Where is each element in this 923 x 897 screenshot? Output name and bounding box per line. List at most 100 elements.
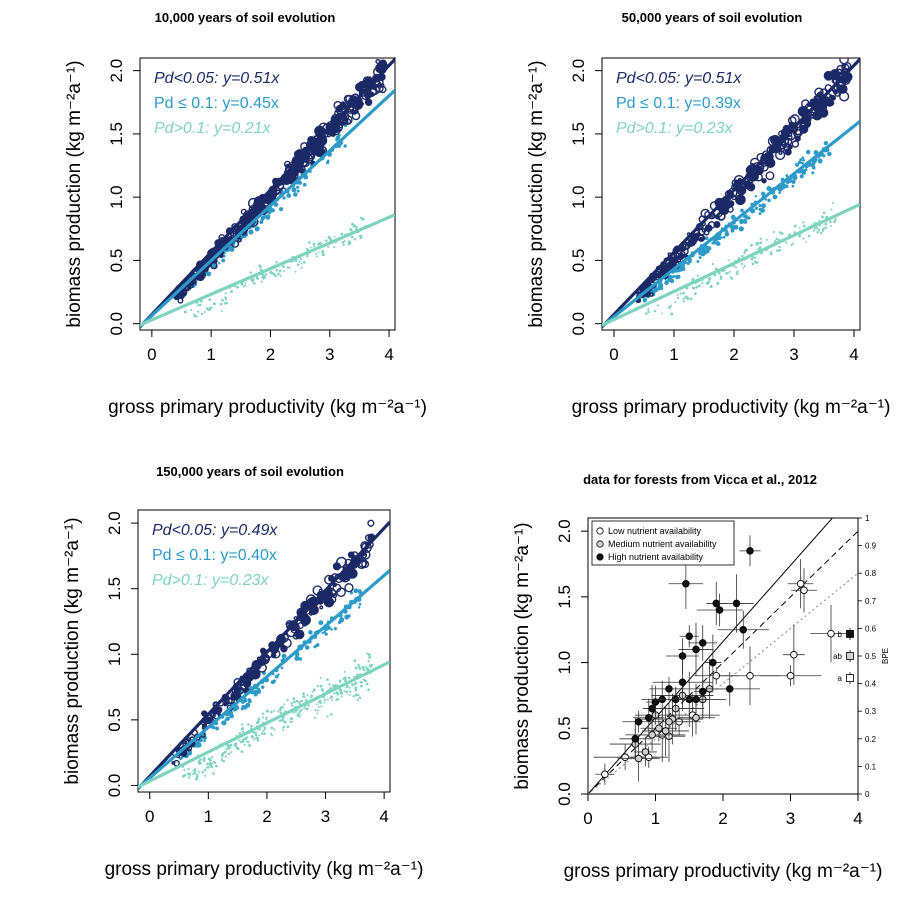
y-tick-label: 0.0 (569, 312, 588, 336)
data-point (784, 137, 793, 146)
data-point (227, 753, 230, 756)
data-point (197, 304, 200, 307)
data-point (693, 292, 697, 296)
data-point (192, 769, 195, 772)
data-point (305, 707, 309, 711)
data-point (704, 236, 709, 241)
data-point (343, 144, 347, 148)
data-point (751, 164, 756, 168)
data-point (364, 98, 373, 106)
data-point (741, 254, 744, 258)
data-point (765, 238, 768, 241)
y-tick-label: 1.5 (105, 577, 124, 601)
data-point (247, 723, 250, 726)
series-2-fit-line (140, 89, 395, 328)
data-point (316, 685, 320, 688)
data-point (366, 77, 377, 88)
data-point (819, 231, 823, 235)
data-point (345, 690, 349, 694)
panel-title: data for forests from Vicca et al., 2012 (583, 472, 817, 487)
data-point (765, 171, 775, 181)
data-point (255, 736, 259, 740)
data-point (262, 716, 265, 719)
data-point (358, 667, 362, 671)
data-point (678, 678, 687, 687)
data-point (265, 718, 268, 721)
data-point (796, 579, 805, 588)
data-point (313, 688, 316, 692)
y-axis-label: biomass production (kg m⁻²a⁻¹) (512, 522, 533, 789)
data-point (336, 692, 340, 696)
plot-frame (139, 57, 396, 331)
data-point (302, 695, 305, 698)
data-point (357, 606, 361, 609)
data-point (750, 257, 753, 260)
data-point (800, 586, 808, 595)
y-tick-label: 0.5 (107, 249, 126, 273)
data-point (215, 726, 219, 731)
data-point (758, 203, 762, 208)
data-point (247, 698, 251, 702)
data-point (229, 744, 232, 747)
data-point (379, 85, 387, 94)
data-point (363, 91, 372, 100)
data-point (631, 735, 640, 743)
x-tick-label: 3 (321, 807, 330, 826)
data-point (315, 255, 318, 258)
data-point (707, 221, 716, 229)
data-point (695, 286, 698, 289)
data-point (368, 655, 372, 659)
data-point (755, 242, 758, 245)
fit-annotation: Pd<0.05: y=0.51x (154, 70, 280, 87)
data-point (340, 691, 344, 695)
data-point (799, 158, 803, 162)
data-point (363, 669, 366, 672)
data-point (349, 591, 354, 595)
data-point (793, 128, 803, 138)
data-point (739, 625, 748, 634)
x-axis-label: gross primary productivity (kg m⁻²a⁻¹) (572, 397, 891, 418)
y-tick-label: 1.0 (555, 651, 574, 675)
data-point (822, 211, 826, 215)
data-point (335, 138, 339, 142)
y-axis-label: biomass production (kg m⁻²a⁻¹) (64, 60, 85, 327)
data-point (246, 217, 252, 223)
data-point (738, 226, 744, 232)
data-point (656, 304, 660, 307)
data-point (357, 663, 360, 666)
data-point (682, 300, 685, 303)
data-point (220, 310, 223, 312)
data-point (344, 614, 350, 620)
data-point (813, 227, 816, 230)
data-point (316, 712, 319, 715)
fit-annotation: Pd>0.1: y=0.23x (616, 120, 734, 137)
data-point (801, 156, 805, 160)
data-point (807, 234, 811, 238)
data-point (751, 262, 755, 266)
data-point (236, 285, 240, 289)
data-point (300, 699, 304, 703)
y-tick-label: 0.5 (555, 716, 574, 740)
data-point (259, 219, 264, 224)
data-point (302, 182, 307, 187)
data-point (800, 125, 806, 131)
data-point (326, 698, 329, 701)
data-point (306, 255, 309, 258)
data-point (204, 774, 207, 777)
data-point (226, 236, 231, 242)
y-tick-label: 2.0 (555, 519, 574, 543)
x-tick-label: 2 (266, 345, 275, 364)
data-point (339, 101, 347, 109)
series-3-fit-line (602, 202, 860, 327)
high-nutrient-points (619, 535, 770, 761)
legend-marker (596, 527, 604, 535)
data-point (275, 261, 278, 264)
data-point (732, 265, 735, 268)
data-point (361, 667, 364, 670)
data-point (365, 682, 369, 686)
data-point (187, 776, 191, 779)
y2-tick-label: 0.7 (865, 597, 877, 606)
data-point (242, 285, 245, 288)
data-point (357, 693, 360, 697)
data-point (254, 226, 260, 232)
